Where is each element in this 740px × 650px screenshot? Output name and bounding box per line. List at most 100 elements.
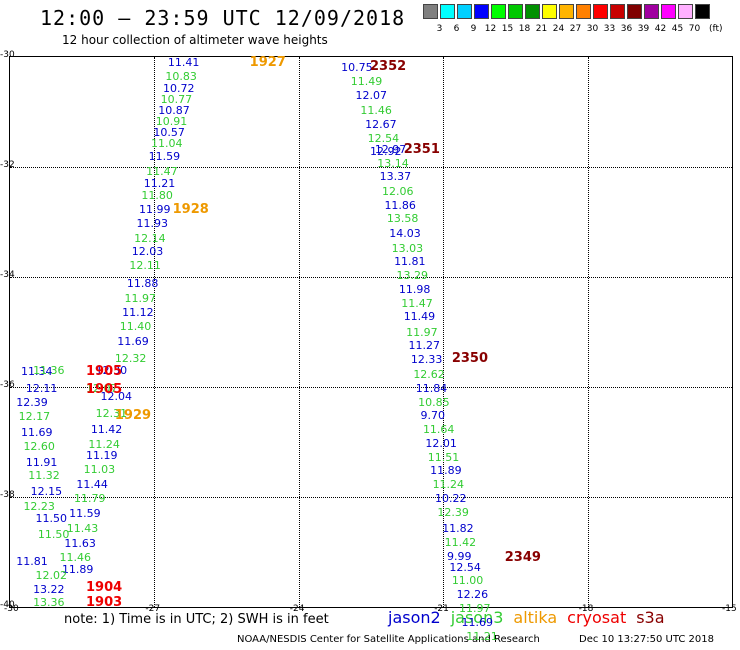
scale-swatch bbox=[695, 4, 710, 19]
wave-height-label: 11.42 bbox=[444, 535, 477, 549]
wave-height-label: 9.99 bbox=[447, 549, 472, 563]
wave-height-label: 10.83 bbox=[165, 69, 197, 83]
wave-height-label: 12.14 bbox=[134, 232, 166, 246]
lat-tick-label: -40 bbox=[0, 600, 15, 610]
wave-height-label: 10.77 bbox=[160, 93, 193, 106]
scale-swatch bbox=[525, 4, 540, 19]
wave-height-label: 11.59 bbox=[148, 149, 181, 163]
wave-height-label: 12.23 bbox=[23, 500, 55, 513]
wave-height-label: 14.03 bbox=[389, 226, 421, 240]
scale-label: 18 bbox=[518, 24, 531, 34]
wave-height-label: 11.63 bbox=[64, 536, 96, 550]
scale-swatch bbox=[440, 4, 455, 19]
wave-height-label: 11.97 bbox=[124, 292, 157, 306]
map-plot-area bbox=[9, 56, 733, 608]
lat-tick-label: -32 bbox=[0, 160, 15, 170]
wave-height-label: 11.24 bbox=[432, 478, 465, 491]
scale-label: 45 bbox=[671, 24, 684, 34]
scale-swatch bbox=[644, 4, 659, 19]
wave-height-label: 11.40 bbox=[119, 320, 152, 334]
scale-swatch bbox=[423, 4, 438, 19]
wave-height-label: 11.59 bbox=[69, 506, 101, 520]
wave-height-label: 10.85 bbox=[418, 395, 450, 409]
wave-height-label: 11.89 bbox=[61, 563, 94, 577]
scale-label: 36 bbox=[620, 24, 633, 34]
wave-height-label: 11.12 bbox=[122, 305, 154, 319]
scale-label: 33 bbox=[603, 24, 616, 34]
track-time-label: 1903 bbox=[86, 595, 123, 611]
scale-label: 6 bbox=[453, 24, 460, 34]
wave-height-label: 10.87 bbox=[158, 104, 190, 117]
wave-height-label: 11.46 bbox=[59, 550, 92, 564]
wave-height-label: 11.46 bbox=[360, 104, 392, 117]
grid-line bbox=[10, 277, 732, 278]
scale-label: 39 bbox=[637, 24, 650, 34]
wave-height-label: 11.79 bbox=[73, 491, 106, 505]
scale-swatch bbox=[610, 4, 625, 19]
wave-height-label: 11.50 bbox=[35, 512, 67, 526]
wave-height-label: 12.15 bbox=[30, 485, 63, 499]
wave-height-label: 11.36 bbox=[33, 364, 65, 378]
wave-height-label: 12.11 bbox=[129, 259, 161, 273]
wave-height-label: 12.97 bbox=[374, 142, 407, 156]
wave-height-label: 12.17 bbox=[18, 410, 51, 424]
wave-height-label: 11.24 bbox=[88, 437, 120, 451]
grid-line bbox=[154, 57, 156, 607]
legend-cryosat: cryosat bbox=[567, 608, 627, 627]
scale-swatch bbox=[559, 4, 574, 19]
lon-tick-label: -24 bbox=[289, 604, 305, 614]
legend-s3a: s3a bbox=[636, 608, 665, 627]
wave-height-label: 9.70 bbox=[420, 409, 446, 423]
grid-line bbox=[10, 497, 732, 498]
scale-label: 12 bbox=[484, 24, 497, 34]
scale-swatch bbox=[508, 4, 523, 19]
scale-label: 24 bbox=[552, 24, 565, 34]
wave-height-label: 11.49 bbox=[403, 310, 436, 324]
wave-height-label: 11.93 bbox=[136, 216, 169, 230]
wave-height-label: 12.60 bbox=[23, 439, 55, 453]
wave-height-label: 11.47 bbox=[146, 164, 178, 178]
wave-height-label: 11.69 bbox=[461, 615, 493, 629]
wave-height-label: 11.86 bbox=[384, 198, 416, 212]
wave-height-label: 12.67 bbox=[365, 117, 397, 131]
track-time-label: 2351 bbox=[403, 141, 440, 157]
wave-height-label: 11.44 bbox=[76, 478, 108, 491]
wave-height-label: 11.04 bbox=[150, 137, 183, 150]
wave-height-label: 11.34 bbox=[21, 365, 53, 379]
lon-tick-label: -27 bbox=[145, 604, 161, 614]
wave-height-label: 11.81 bbox=[16, 555, 48, 568]
wave-height-label: 12.39 bbox=[437, 505, 469, 519]
lat-tick-label: -36 bbox=[0, 380, 15, 390]
wave-height-label: 11.42 bbox=[90, 423, 123, 436]
grid-line bbox=[10, 387, 732, 388]
track-time-label: 1904 bbox=[86, 580, 123, 596]
scale-swatch bbox=[576, 4, 591, 19]
grid-line bbox=[10, 167, 732, 168]
wave-height-label: 11.21 bbox=[466, 630, 498, 644]
scale-label: 21 bbox=[535, 24, 548, 34]
wave-height-label: 11.88 bbox=[126, 277, 159, 291]
scale-swatch bbox=[593, 4, 608, 19]
wave-height-label: 13.29 bbox=[396, 269, 428, 282]
chart-title: 12:00 – 23:59 UTC 12/09/2018 bbox=[40, 6, 406, 30]
timestamp-text: Dec 10 13:27:50 UTC 2018 bbox=[579, 634, 714, 645]
wave-height-label: 12.03 bbox=[131, 245, 164, 259]
scale-swatch bbox=[491, 4, 506, 19]
wave-height-label: 12.06 bbox=[382, 184, 414, 198]
lon-tick-label: -21 bbox=[434, 604, 449, 614]
track-time-label: 1927 bbox=[249, 54, 286, 70]
wave-height-label: 10.75 bbox=[341, 61, 373, 75]
legend-altika: altika bbox=[513, 608, 558, 627]
wave-height-label: 10.57 bbox=[153, 126, 185, 139]
track-time-label: 2350 bbox=[451, 350, 488, 366]
wave-height-label: 11.97 bbox=[459, 601, 491, 615]
wave-height-label: 11.41 bbox=[167, 55, 200, 69]
lat-tick-label: -38 bbox=[0, 490, 15, 500]
wave-height-label: 11.64 bbox=[422, 423, 455, 436]
wave-height-label: 12.31 bbox=[95, 406, 128, 420]
scale-label: 15 bbox=[501, 24, 514, 34]
wave-height-label: 10.22 bbox=[434, 491, 467, 505]
wave-height-label: 12.04 bbox=[100, 390, 132, 403]
wave-height-label: 11.03 bbox=[83, 463, 116, 477]
wave-height-label: 12.02 bbox=[35, 568, 67, 582]
